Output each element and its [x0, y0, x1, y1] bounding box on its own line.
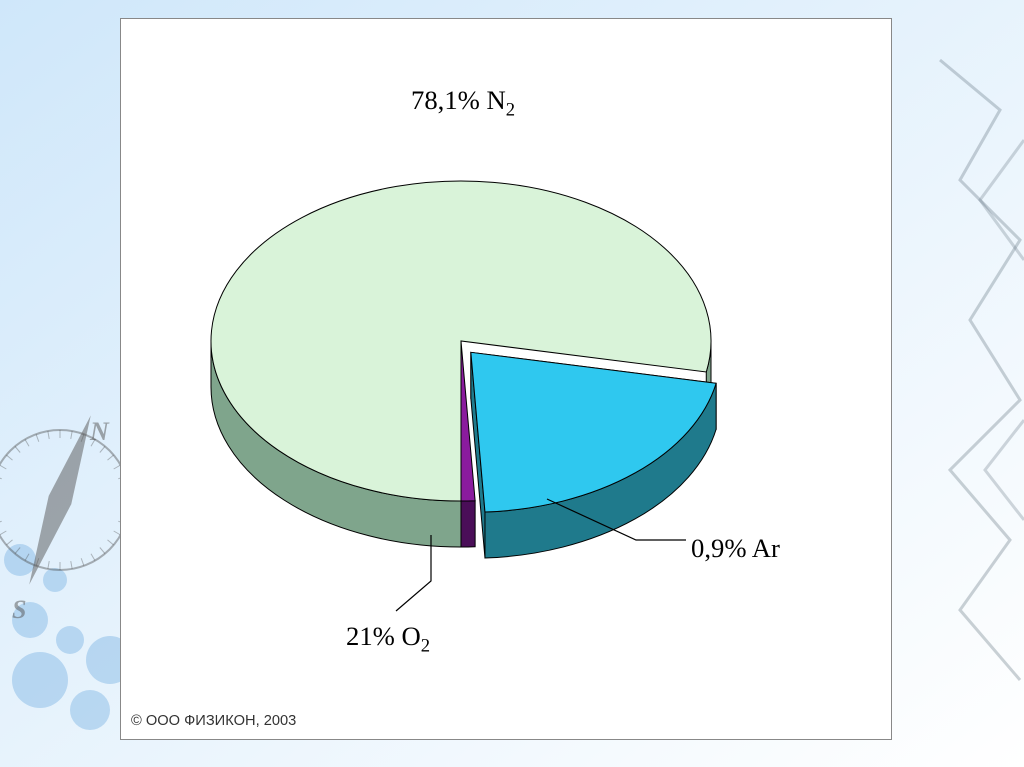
svg-text:N: N	[89, 417, 110, 446]
ar_leader	[547, 499, 686, 540]
n2-label: 78,1% N2	[411, 85, 515, 121]
copyright-text: © ООО ФИЗИКОН, 2003	[131, 713, 296, 729]
svg-text:S: S	[12, 595, 26, 624]
o2-label: 21% O2	[346, 621, 430, 657]
o2_leader	[396, 535, 431, 611]
ar-label: 0,9% Ar	[691, 533, 780, 564]
label-leaders	[121, 19, 891, 739]
chart-card: 78,1% N2 21% O2 0,9% Ar © ООО ФИЗИКОН, 2…	[120, 18, 892, 740]
